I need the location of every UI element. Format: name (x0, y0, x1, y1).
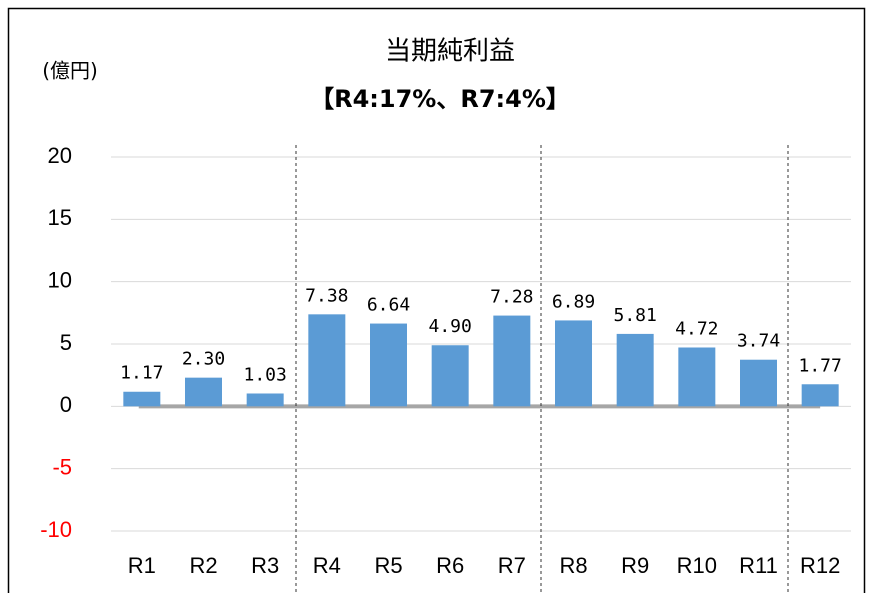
x-tick-label: R7 (498, 553, 526, 578)
bar (801, 384, 839, 407)
value-label: 1.17 (120, 363, 163, 384)
x-tick-label: R5 (374, 553, 402, 578)
y-tick-label: 20 (48, 143, 72, 168)
value-label: 3.74 (737, 331, 780, 352)
y-tick-label: 15 (48, 205, 72, 230)
bar (678, 347, 716, 407)
bar (123, 391, 161, 407)
value-label: 6.89 (552, 291, 595, 312)
value-label: 4.90 (428, 316, 471, 337)
bar (616, 333, 654, 407)
y-tick-label: 5 (60, 330, 72, 355)
value-label: 2.30 (182, 349, 225, 370)
value-label: 1.03 (243, 364, 286, 385)
bar (185, 377, 222, 407)
y-tick-label: -5 (52, 454, 72, 479)
x-tick-label: R4 (313, 553, 341, 578)
y-tick-label: 0 (60, 392, 72, 417)
bar (246, 393, 284, 407)
value-label: 1.77 (798, 355, 841, 376)
x-tick-label: R11 (739, 553, 778, 578)
bar (370, 323, 407, 407)
frame (7, 7, 866, 593)
value-label: 7.38 (305, 285, 348, 306)
x-tick-label: R1 (128, 553, 156, 578)
bar (493, 315, 531, 407)
bar (308, 314, 346, 407)
x-tick-label: R8 (559, 553, 587, 578)
value-label: 5.81 (613, 305, 656, 326)
unit-label: (億円) (42, 59, 98, 83)
bar (740, 359, 777, 407)
separators (295, 145, 789, 593)
chart-title: 当期純利益 (385, 37, 515, 67)
y-tick-label: -10 (40, 517, 72, 542)
value-label: 4.72 (675, 318, 718, 339)
x-tick-label: R12 (800, 553, 840, 578)
bar (431, 345, 469, 407)
x-tick-label: R6 (436, 553, 464, 578)
chart-subtitle: 【R4:17%、R7:4%】 (310, 85, 570, 113)
bar (555, 320, 592, 407)
value-label: 7.28 (490, 287, 533, 308)
x-tick-label: R2 (189, 553, 217, 578)
x-tick-label: R9 (621, 553, 649, 578)
x-tick-label: R10 (677, 553, 717, 578)
value-label: 6.64 (367, 295, 410, 316)
x-tick-label: R3 (251, 553, 279, 578)
y-tick-label: 10 (48, 267, 72, 292)
